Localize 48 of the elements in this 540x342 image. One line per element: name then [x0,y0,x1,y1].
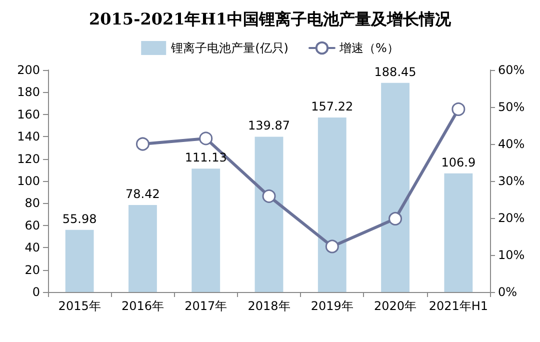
chart-title: 2015-2021年H1中国锂离子电池产量及增长情况 [89,10,452,28]
data-label: 157.22 [311,99,354,114]
bar [128,204,157,292]
bar [444,173,473,292]
y-tick-label: 140 [17,130,40,144]
y-tick-label: 60 [24,218,40,232]
legend-label: 锂离子电池产量(亿只) [170,41,288,55]
data-label: 106.9 [441,155,476,170]
x-tick-label: 2017年 [184,299,228,313]
point [136,137,150,151]
y-tick-label: 80 [24,196,40,210]
x-tick-label: 2016年 [121,299,164,313]
y2-tick-label: 20% [498,211,525,225]
point [452,102,466,116]
bar [254,136,284,292]
data-label: 139.87 [248,118,290,133]
y-tick-label: 100 [17,174,40,188]
x-tick-label: 2015年 [58,299,101,313]
x-tick-label: 2018年 [248,299,290,313]
y2-tick-label: 50% [498,100,525,114]
y2-tick-label: 30% [498,174,525,188]
data-label: 188.45 [374,64,416,79]
bar [192,168,220,292]
bar [381,82,410,292]
bar [318,117,346,292]
point [199,132,213,146]
x-tick-label: 2021年H1 [428,299,488,313]
y-tick-label: 20 [24,262,40,277]
y2-tick-label: 0% [498,285,518,299]
legend-label: 增速（%） [338,41,399,55]
x-tick-label: 2019年 [310,299,354,313]
y2-tick-label: 40% [498,137,525,151]
data-label: 55.98 [62,212,97,226]
data-label: 78.42 [126,186,160,201]
bar [65,230,94,292]
y2-tick-label: 60% [498,63,525,77]
y-tick-label: 160 [17,107,40,122]
point [388,212,402,226]
y-tick-label: 180 [17,85,40,100]
y-tick-label: 120 [17,152,40,166]
y2-tick-label: 10% [498,248,525,262]
y-tick-label: 0 [32,285,40,299]
data-label: 111.13 [184,150,227,165]
x-tick-label: 2020年 [374,299,417,313]
y-tick-label: 200 [17,63,40,77]
point [325,240,339,254]
point [262,189,276,203]
y-tick-label: 40 [24,240,40,255]
